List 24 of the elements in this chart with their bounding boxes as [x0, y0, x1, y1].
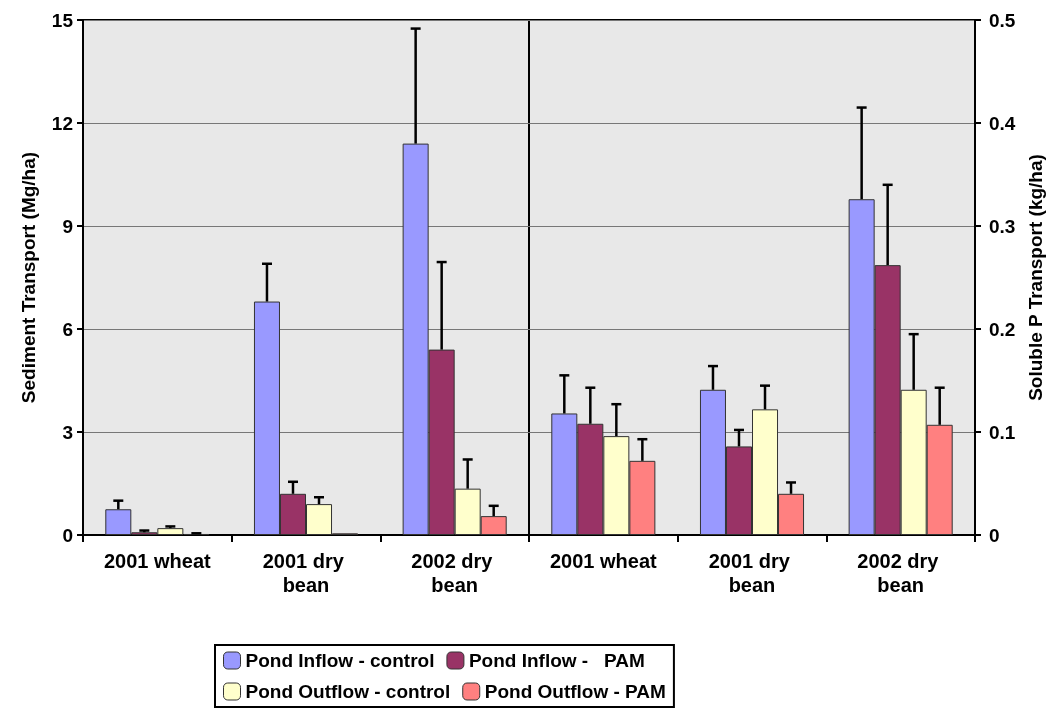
- y2-tick-label: 0.1: [989, 421, 1016, 443]
- x-tick-label: 2002 dry bean: [857, 550, 945, 596]
- x-tick-label: 2001 dry bean: [262, 550, 350, 596]
- legend-label: Pond Outflow - PAM: [484, 681, 666, 702]
- y2-tick-label: 0.4: [989, 112, 1016, 134]
- y-tick-label: 9: [62, 215, 73, 237]
- y-tick-label: 3: [62, 421, 73, 443]
- y2-axis-title: Soluble P Transport (kg/ha): [1025, 154, 1047, 401]
- y-tick-label: 12: [51, 112, 73, 134]
- x-tick-label: 2002 dry bean: [411, 550, 499, 596]
- x-tick-label: 2001 wheat: [549, 550, 658, 572]
- y-tick-label: 6: [62, 318, 73, 340]
- x-tick-label: 2001 dry bean: [708, 550, 796, 596]
- legend-label: Pond Outflow - control: [245, 681, 451, 702]
- x-tick-label: 2001 wheat: [103, 550, 212, 572]
- y-tick-label: 0: [62, 524, 73, 546]
- y2-tick-label: 0.2: [989, 318, 1016, 340]
- y-axis-title: Sediment Transport (Mg/ha): [18, 151, 39, 404]
- y2-tick-label: 0.5: [989, 9, 1016, 31]
- y2-tick-label: 0: [989, 524, 1000, 546]
- legend-label: Pond Inflow - control: [245, 650, 435, 671]
- legend-label: Pond Inflow - PAM: [468, 650, 645, 671]
- y2-tick-label: 0.3: [989, 215, 1016, 237]
- y-tick-label: 15: [51, 9, 74, 31]
